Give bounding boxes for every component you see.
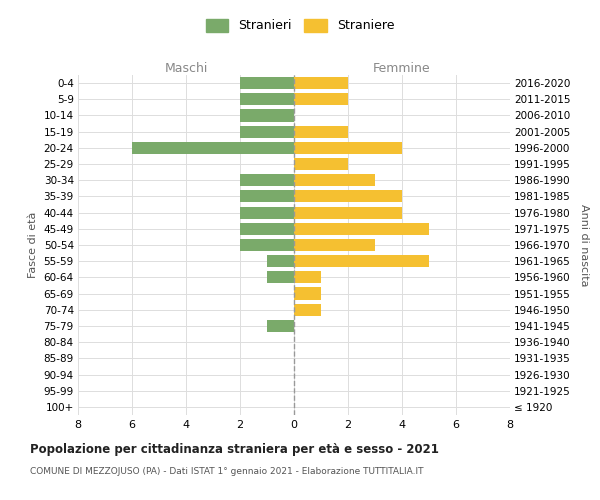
Bar [294,174,375,186]
Bar [240,206,294,218]
Text: COMUNE DI MEZZOJUSO (PA) - Dati ISTAT 1° gennaio 2021 - Elaborazione TUTTITALIA.: COMUNE DI MEZZOJUSO (PA) - Dati ISTAT 1°… [30,468,424,476]
Bar [132,142,294,154]
Bar [240,190,294,202]
Legend: Stranieri, Straniere: Stranieri, Straniere [201,14,399,38]
Bar [294,288,321,300]
Text: Femmine: Femmine [373,62,431,75]
Bar [240,222,294,235]
Bar [294,304,321,316]
Bar [240,110,294,122]
Bar [267,320,294,332]
Bar [294,126,348,138]
Bar [294,206,402,218]
Text: Popolazione per cittadinanza straniera per età e sesso - 2021: Popolazione per cittadinanza straniera p… [30,442,439,456]
Y-axis label: Fasce di età: Fasce di età [28,212,38,278]
Y-axis label: Anni di nascita: Anni di nascita [579,204,589,286]
Bar [240,239,294,251]
Bar [294,190,402,202]
Text: Maschi: Maschi [164,62,208,75]
Bar [240,93,294,106]
Bar [294,255,429,268]
Bar [240,126,294,138]
Bar [267,272,294,283]
Bar [240,174,294,186]
Bar [294,222,429,235]
Bar [294,93,348,106]
Bar [294,142,402,154]
Bar [294,239,375,251]
Bar [294,272,321,283]
Bar [267,255,294,268]
Bar [240,77,294,89]
Bar [294,158,348,170]
Bar [294,77,348,89]
